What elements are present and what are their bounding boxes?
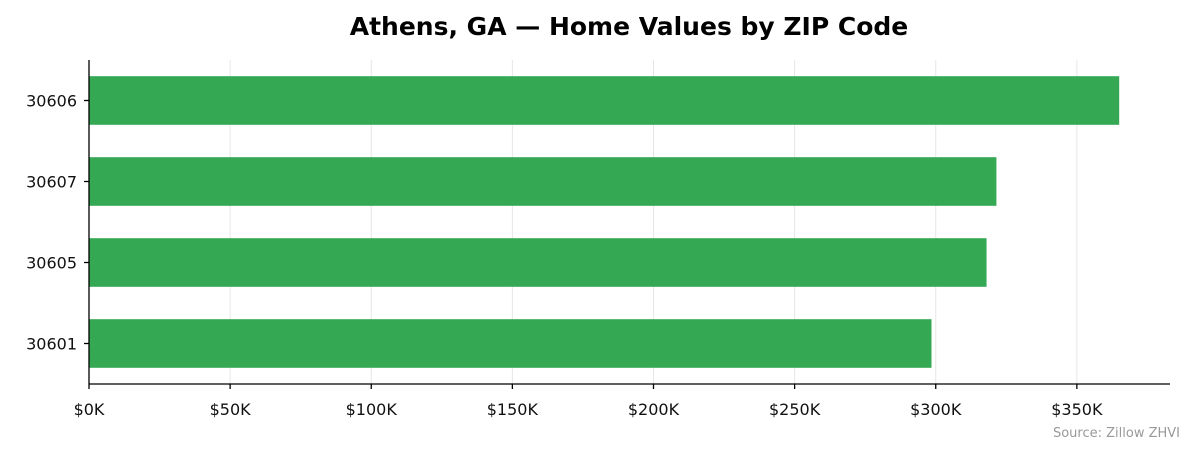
y-tick-label-30606: 30606 [26,92,77,111]
x-tick-label-3: $150K [487,400,539,419]
x-ticks: $0K $50K $100K $150K $200K $250K $300K $350K [74,384,1103,419]
bar-30607 [89,157,997,206]
x-tick-label-0: $0K [74,400,105,419]
chart-title: Athens, GA — Home Values by ZIP Code [350,12,909,41]
y-ticks: 30606 30607 30605 30601 [26,92,89,354]
x-tick-label-5: $250K [769,400,821,419]
y-tick-label-30601: 30601 [26,335,77,354]
x-tick-label-2: $100K [346,400,398,419]
axes [88,60,1170,385]
x-tick-label-1: $50K [210,400,252,419]
x-tick-label-7: $350K [1051,400,1103,419]
y-tick-label-30605: 30605 [26,254,77,273]
y-tick-label-30607: 30607 [26,173,77,192]
bars [89,76,1120,368]
x-tick-label-6: $300K [910,400,962,419]
bar-30601 [89,319,932,368]
bar-30606 [89,76,1120,125]
x-tick-label-4: $200K [628,400,680,419]
source-note: Source: Zillow ZHVI [1053,426,1180,441]
bar-30605 [89,238,987,287]
